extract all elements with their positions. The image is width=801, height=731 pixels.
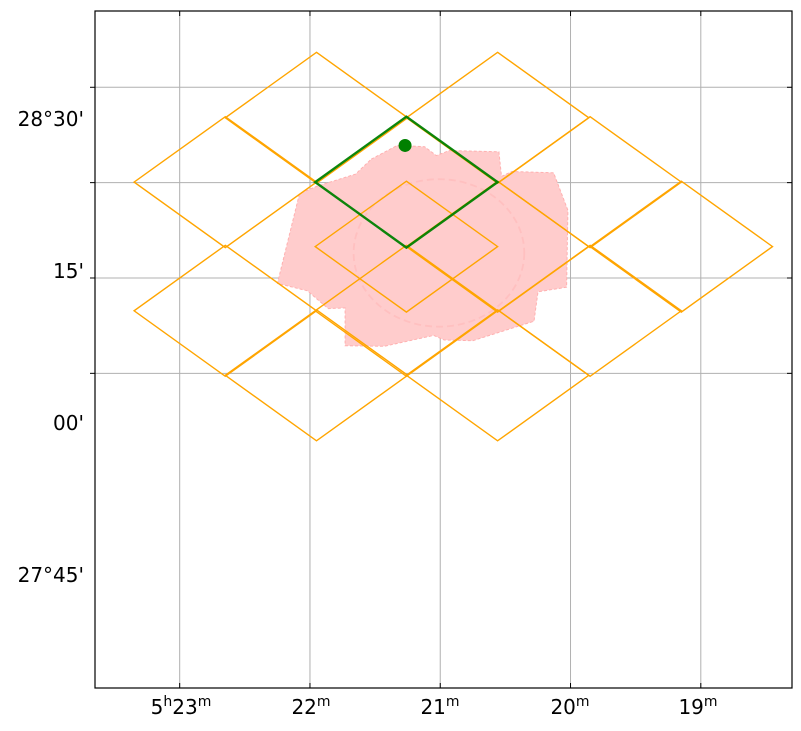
target-layer	[398, 138, 412, 152]
y-tick-label: 27°45'	[18, 563, 84, 587]
y-tick-label: 00'	[53, 411, 84, 435]
footprint-outline	[132, 244, 318, 378]
footprint-outline	[313, 180, 499, 313]
coverage-region	[276, 144, 569, 347]
plot-frame	[94, 10, 793, 689]
footprint-outline	[588, 180, 774, 313]
footprint-outline	[497, 115, 683, 249]
footprint-outline	[405, 308, 590, 442]
x-tick-label: 20m	[550, 694, 589, 719]
footprint-outline	[314, 244, 499, 378]
y-tick-label: 15'	[53, 259, 84, 283]
x-tick-label: 21m	[420, 694, 459, 719]
x-tick-label: 19m	[678, 694, 717, 719]
y-tick-labels: 28°30' 15' 00' 27°45'	[18, 107, 84, 587]
x-tick-label: 22m	[291, 694, 330, 719]
highlighted-footprint	[313, 115, 500, 250]
footprint-outline	[132, 115, 318, 249]
coverage-polygon	[276, 144, 569, 347]
target-point	[398, 138, 412, 152]
x-tick-labels: 5h23m 22m 21m 20m 19m	[151, 694, 718, 719]
grid-lines	[95, 11, 792, 688]
search-radius-circle	[352, 178, 526, 328]
footprint-outline	[224, 308, 409, 442]
x-tick-label: 5h23m	[151, 694, 212, 719]
highlighted-footprint-layer	[313, 115, 500, 250]
axis-ticks	[90, 11, 792, 688]
y-tick-label: 28°30'	[18, 107, 84, 131]
